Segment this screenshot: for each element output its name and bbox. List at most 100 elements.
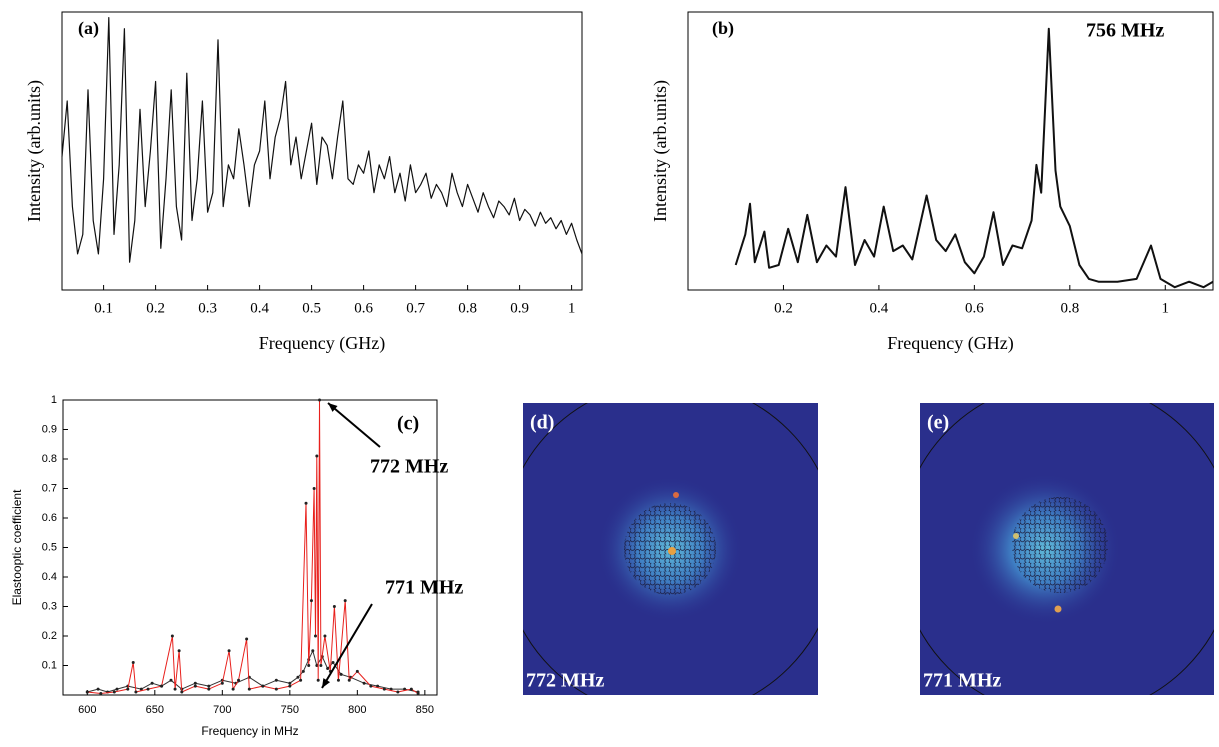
x-axis-label: Frequency in MHz: [201, 724, 298, 738]
panel-label: (b): [712, 18, 734, 39]
data-point: [309, 599, 313, 603]
data-point: [227, 649, 231, 653]
data-point: [288, 681, 292, 685]
data-point: [362, 681, 366, 685]
caption: 771 MHz: [923, 670, 1001, 692]
data-point: [237, 678, 241, 682]
y-tick-label: 1: [51, 394, 57, 406]
data-point: [307, 664, 311, 667]
data-point: [173, 687, 177, 691]
data-point: [319, 664, 323, 667]
data-point: [347, 678, 351, 682]
data-point: [323, 634, 327, 638]
data-point: [274, 678, 278, 682]
x-tick-label: 650: [146, 704, 164, 716]
arrow-shaft: [327, 402, 381, 448]
data-point: [301, 669, 305, 673]
data-point: [299, 678, 303, 682]
data-point: [169, 678, 173, 682]
x-tick-label: 0.5: [302, 300, 321, 316]
y-axis-label: Intensity (arb.units): [650, 80, 671, 222]
y-tick-label: 0.7: [42, 482, 57, 494]
plot-frame: [687, 11, 1214, 291]
x-tick-label: 850: [416, 704, 434, 716]
x-tick-label: 0.7: [406, 300, 425, 316]
data-point: [288, 684, 292, 688]
x-tick-label: 0.2: [774, 300, 793, 316]
data-point: [261, 684, 265, 688]
data-point: [315, 454, 319, 458]
data-line: [87, 399, 419, 694]
data-point: [296, 675, 300, 679]
data-point: [146, 687, 150, 691]
x-tick-label: 1: [1162, 300, 1170, 316]
annotation: 772 MHz: [370, 456, 448, 478]
data-point: [220, 681, 224, 685]
y-tick-label: 0.8: [42, 453, 57, 465]
x-tick-label: 0.6: [965, 300, 984, 316]
data-point: [318, 398, 322, 402]
x-tick-label: 0.6: [354, 300, 373, 316]
y-tick-label: 0.3: [42, 600, 57, 612]
panel-label: (c): [397, 413, 419, 435]
plot-frame: [61, 11, 583, 291]
data-point: [331, 661, 335, 665]
panel-label: (a): [78, 18, 99, 39]
data-point: [85, 690, 89, 694]
data-point: [115, 687, 119, 691]
x-tick-label: 750: [281, 704, 299, 716]
data-line: [61, 17, 583, 263]
data-point: [312, 487, 316, 490]
x-tick-label: 0.1: [94, 300, 113, 316]
arrow-shaft: [321, 603, 373, 689]
data-point: [160, 684, 164, 688]
data-point: [126, 687, 130, 691]
data-point: [376, 684, 380, 688]
data-point: [193, 684, 197, 688]
x-tick-label: 800: [348, 704, 366, 716]
x-tick-label: 0.9: [510, 300, 529, 316]
x-tick-label: 1: [568, 300, 576, 316]
annotation: 756 MHz: [1086, 20, 1164, 42]
x-axis-label: Frequency (GHz): [259, 333, 385, 354]
data-point: [193, 681, 197, 685]
y-axis-label: Intensity (arb.units): [24, 80, 45, 222]
y-tick-label: 0.1: [42, 659, 57, 671]
y-tick-label: 0.6: [42, 512, 57, 524]
data-point: [207, 684, 211, 688]
data-point: [316, 678, 320, 682]
data-point: [396, 690, 400, 694]
x-tick-label: 0.4: [250, 300, 269, 316]
data-point: [131, 661, 135, 665]
data-point: [96, 687, 100, 691]
data-point: [339, 672, 343, 676]
data-point: [326, 666, 330, 670]
x-tick-label: 0.2: [146, 300, 165, 316]
data-point: [355, 669, 359, 673]
data-point: [231, 687, 235, 691]
data-point: [332, 605, 336, 608]
annotation: 771 MHz: [385, 577, 463, 599]
x-tick-label: 0.8: [1060, 300, 1079, 316]
caption: 772 MHz: [526, 670, 604, 692]
y-tick-label: 0.5: [42, 541, 57, 553]
data-point: [180, 690, 184, 694]
data-point: [369, 684, 373, 688]
data-point: [336, 678, 340, 682]
field-map-e: [898, 380, 1219, 718]
data-point: [389, 687, 393, 691]
data-point: [207, 687, 211, 691]
data-point: [382, 687, 386, 691]
data-point: [304, 501, 308, 505]
data-point: [311, 649, 315, 653]
data-point: [409, 687, 413, 691]
data-point: [99, 692, 103, 696]
field-map-d: [501, 380, 839, 718]
data-point: [274, 687, 278, 691]
data-point: [247, 687, 251, 691]
x-axis-label: Frequency (GHz): [887, 333, 1013, 354]
panel-label: (d): [530, 412, 554, 434]
data-point: [403, 687, 407, 691]
